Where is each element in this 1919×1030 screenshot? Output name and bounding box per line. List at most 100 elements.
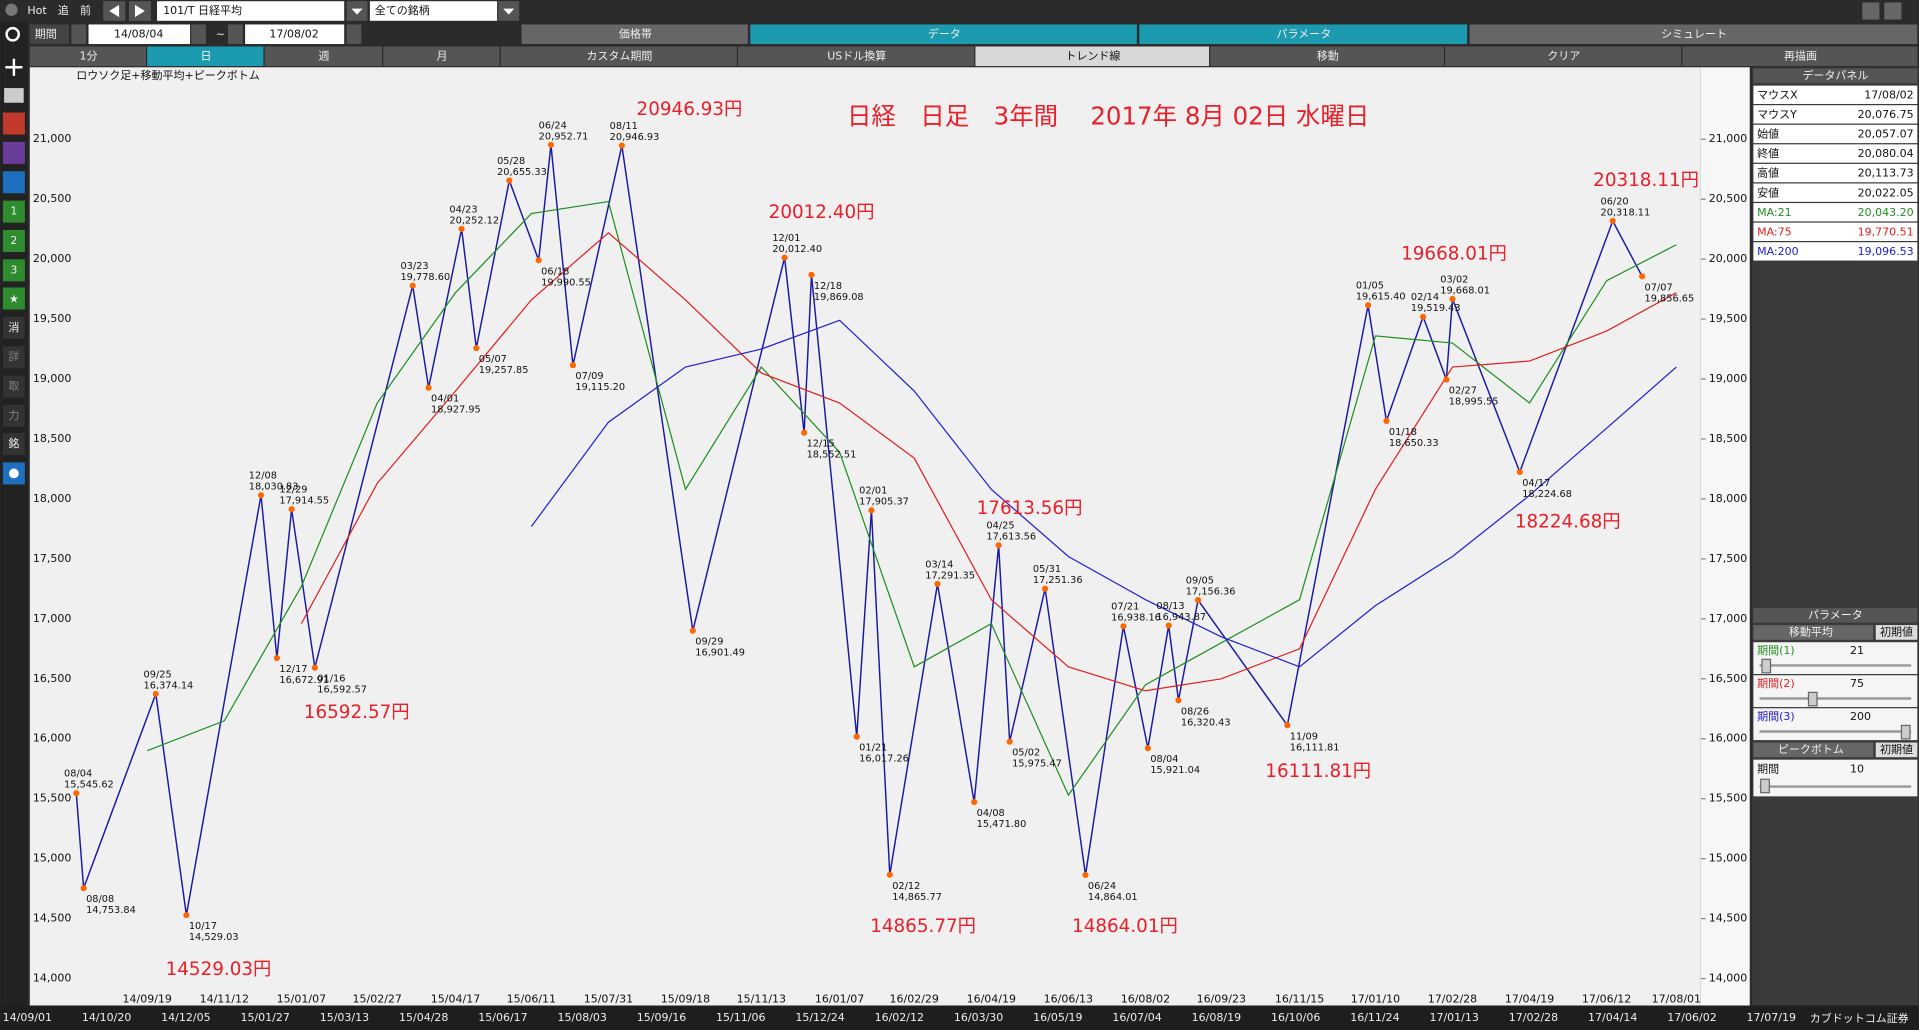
- sidebar-button[interactable]: [2, 433, 25, 456]
- tab[interactable]: [521, 24, 748, 45]
- peak-marker: [569, 362, 577, 369]
- peak-date: 02/12: [892, 881, 920, 892]
- panel-value: 17/08/02: [1864, 88, 1913, 101]
- panel-row: [1753, 183, 1918, 202]
- peak-date: 05/31: [1033, 564, 1061, 575]
- peak-date: 06/20: [1600, 196, 1628, 207]
- param-value[interactable]: 200: [1850, 710, 1871, 723]
- peak-value: 16,901.49: [695, 648, 745, 659]
- peak-marker: [1383, 417, 1390, 425]
- param-label: 期間(2): [1757, 677, 1795, 690]
- toolbar-button[interactable]: [738, 46, 975, 67]
- star-icon[interactable]: [2, 287, 25, 310]
- peak-marker: [1449, 295, 1456, 302]
- x-tick-label: 17/02/28: [1428, 992, 1477, 1005]
- date-arrow[interactable]: [227, 24, 243, 45]
- peak-marker: [886, 871, 893, 878]
- peak-marker: [1365, 302, 1372, 309]
- tab[interactable]: [1469, 24, 1918, 45]
- peak-value: 16,320.43: [1181, 717, 1231, 728]
- status-date: 16/08/19: [1192, 1011, 1241, 1024]
- button-label: 移動: [1317, 48, 1339, 62]
- sidebar-button[interactable]: [2, 229, 25, 252]
- sidebar-button[interactable]: [2, 375, 25, 398]
- slider-thumb[interactable]: [1807, 691, 1818, 707]
- date-arrow[interactable]: [346, 24, 362, 45]
- price-segment: [1612, 220, 1643, 277]
- toolbar-button[interactable]: [1445, 46, 1682, 67]
- sidebar-button[interactable]: [2, 316, 25, 339]
- peak-marker: [808, 271, 815, 278]
- slider-thumb[interactable]: [1761, 658, 1772, 674]
- prev-button[interactable]: 前: [80, 3, 91, 17]
- slider-thumb[interactable]: [1760, 778, 1770, 794]
- toolbar-button[interactable]: [29, 46, 147, 67]
- universe-box[interactable]: [369, 1, 498, 21]
- flag-icon[interactable]: [2, 171, 25, 194]
- sidebar-label: 2: [10, 234, 17, 247]
- search-icon[interactable]: [5, 26, 21, 42]
- chart-icon[interactable]: [2, 112, 25, 135]
- date-arrow[interactable]: [191, 24, 206, 45]
- tab[interactable]: [750, 24, 1137, 45]
- y-tick-label: 17,500: [33, 552, 72, 565]
- x-tick-label: 15/06/11: [507, 992, 556, 1005]
- date-to-box[interactable]: [245, 24, 345, 45]
- peak-value: 14,753.84: [86, 905, 136, 916]
- panel-label: マウスX: [1757, 88, 1798, 101]
- window-button[interactable]: [1884, 2, 1902, 20]
- peak-value: 20,252.12: [449, 215, 499, 226]
- param-value[interactable]: 75: [1850, 677, 1864, 690]
- param-value[interactable]: 10: [1850, 762, 1864, 775]
- plus-icon[interactable]: [5, 58, 23, 76]
- sidebar-button[interactable]: [2, 200, 25, 223]
- param-value[interactable]: 21: [1850, 644, 1864, 657]
- camera-icon[interactable]: [4, 88, 24, 103]
- x-tick-label: 17/01/10: [1351, 992, 1400, 1005]
- panel-value: 19,770.51: [1858, 225, 1914, 238]
- peak-date: 04/08: [977, 808, 1005, 819]
- chart-icon[interactable]: [2, 141, 25, 164]
- y-tick-label: 14,000: [1709, 972, 1748, 985]
- tab[interactable]: [1139, 24, 1468, 45]
- symbol-box[interactable]: [157, 1, 345, 21]
- status-date: 16/11/24: [1350, 1011, 1399, 1024]
- price-segment: [856, 510, 873, 737]
- peak-date: 05/02: [1012, 748, 1040, 759]
- toolbar-button[interactable]: [383, 46, 500, 67]
- add-button[interactable]: 追: [58, 3, 69, 17]
- gear: [9, 468, 19, 479]
- x-tick-label: 16/11/15: [1275, 992, 1324, 1005]
- status-date: 14/12/05: [161, 1011, 210, 1024]
- y-tick-label: 15,500: [1709, 792, 1748, 805]
- toolbar-button[interactable]: [1210, 46, 1444, 67]
- toolbar-button[interactable]: [500, 46, 737, 67]
- window-button[interactable]: [1862, 2, 1880, 20]
- price-segment: [1367, 305, 1388, 422]
- hot-button[interactable]: Hot: [27, 4, 47, 17]
- slider-thumb[interactable]: [1900, 724, 1911, 740]
- peak-value: 18,995.55: [1449, 397, 1499, 408]
- date-from-box[interactable]: [88, 24, 191, 45]
- status-date: 16/05/19: [1033, 1011, 1082, 1024]
- toolbar-button[interactable]: [264, 46, 383, 67]
- param-label: 期間(3): [1757, 710, 1795, 723]
- sidebar-button[interactable]: [2, 259, 25, 282]
- peak-marker: [73, 790, 80, 797]
- toolbar-button[interactable]: [975, 46, 1210, 67]
- reset-button[interactable]: [1875, 742, 1918, 758]
- reset-button[interactable]: [1875, 625, 1918, 640]
- peak-date: 09/25: [144, 669, 172, 680]
- sidebar-button[interactable]: [2, 346, 25, 369]
- peak-value: 15,545.62: [64, 780, 114, 791]
- date-arrow[interactable]: [71, 24, 87, 45]
- panel-row: [1753, 163, 1918, 183]
- peak-value: 14,865.77: [892, 892, 942, 903]
- sidebar-button[interactable]: [2, 404, 25, 427]
- bulb-icon[interactable]: [5, 3, 18, 16]
- button-label: 日: [200, 49, 211, 62]
- toolbar-button[interactable]: [1682, 46, 1918, 67]
- right-axis: [1700, 67, 1750, 1006]
- toolbar-button[interactable]: [147, 46, 264, 67]
- y-tick-label: 18,000: [33, 492, 72, 505]
